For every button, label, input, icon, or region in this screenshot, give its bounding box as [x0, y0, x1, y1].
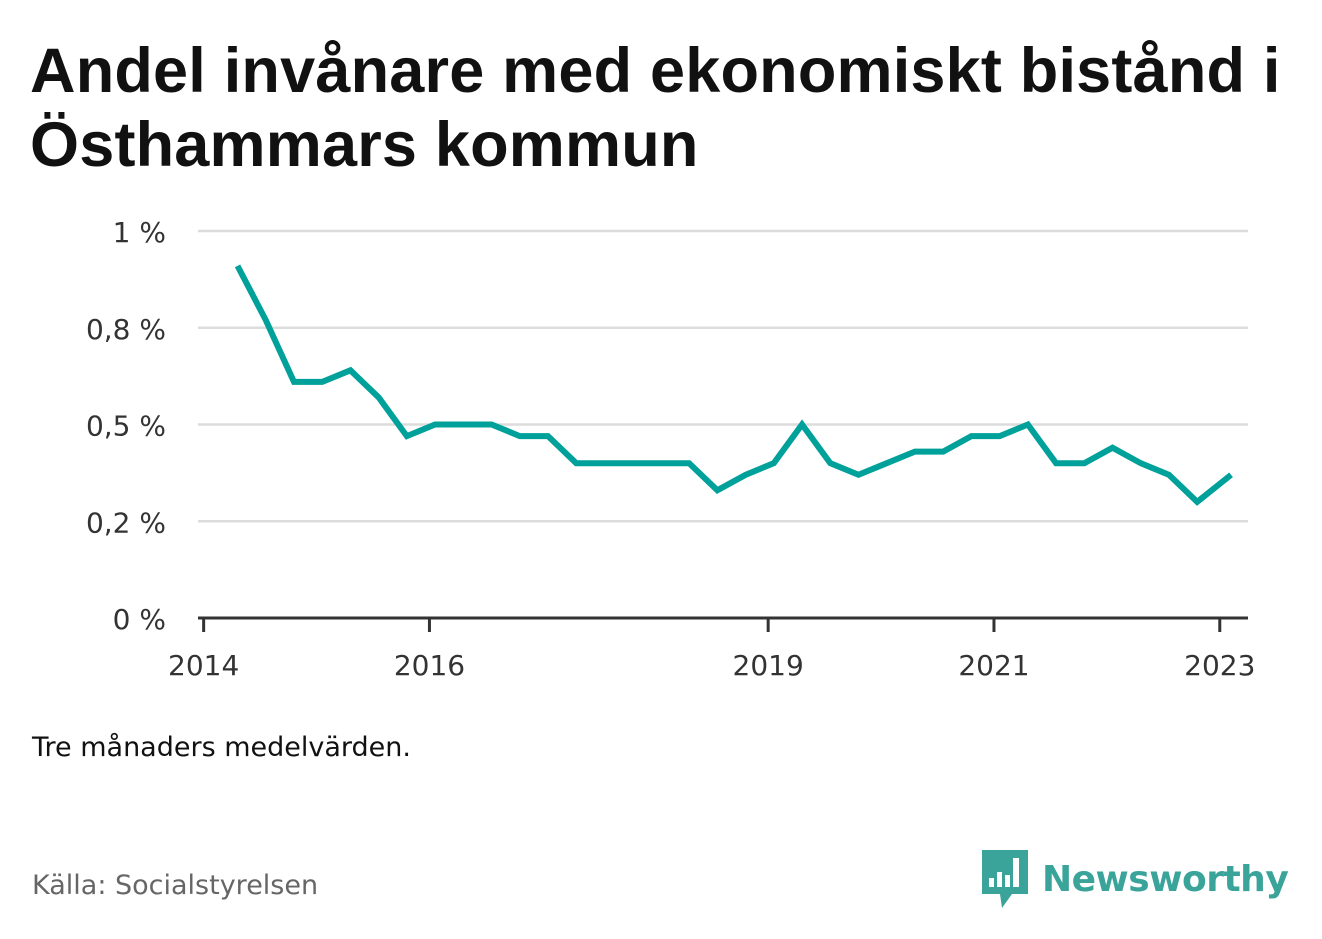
chart-title: Andel invånare med ekonomiskt bistånd i … [30, 36, 1281, 180]
line-chart: 0 %0,2 %0,5 %0,8 %1 % 2014 2016 2019 2021 20… [86, 216, 1255, 682]
y-tick-label: 0,2 % [86, 506, 166, 539]
series-layer [234, 264, 1233, 506]
x-tick-label: 2019 [733, 649, 804, 682]
chart-note: Tre månaders medelvärden. [32, 732, 411, 763]
gridlines [198, 229, 1248, 523]
x-tick-label: 2021 [958, 649, 1029, 682]
brand-logo: Newsworthy [980, 848, 1289, 910]
x-tick-label: 2016 [394, 649, 465, 682]
bar-chart-bubble-icon [982, 850, 1028, 908]
x-tick-label: 2023 [1184, 649, 1255, 682]
y-axis: 0 % 0,2 % 0,5 % 0,8 % 1 % [86, 216, 166, 636]
x-axis: 2014 2016 2019 2021 2023 [168, 616, 1255, 682]
source-label: Källa: Socialstyrelsen [32, 870, 319, 901]
y-tick-label: 1 % [113, 216, 166, 249]
y-tick-label: 0,5 % [86, 410, 166, 443]
y-tick-label: 0 % [113, 603, 166, 636]
brand-name: Newsworthy [1042, 858, 1289, 900]
x-tick-label: 2014 [168, 649, 239, 682]
series-line [234, 264, 1233, 506]
y-tick-label: 0,8 % [86, 313, 166, 346]
